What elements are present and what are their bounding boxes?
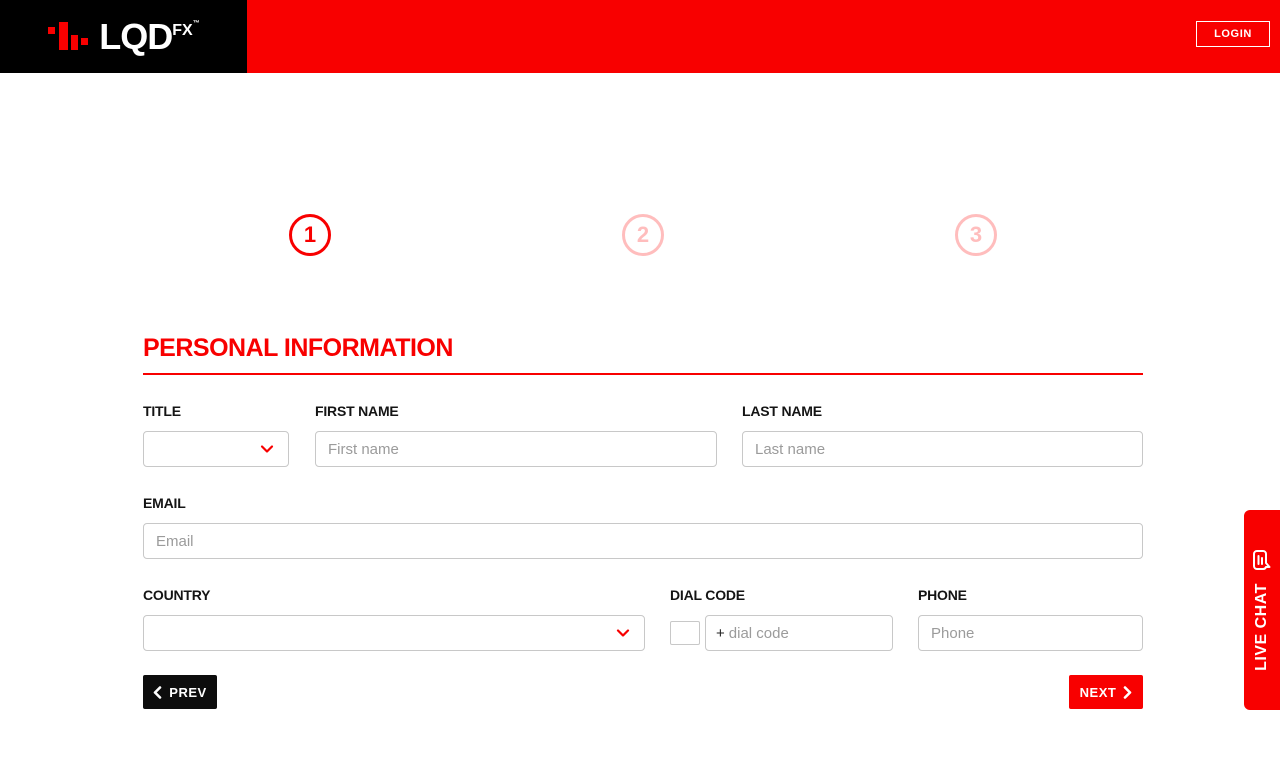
step-indicator-1: 1 <box>289 214 331 256</box>
header-bar: LOGIN <box>247 0 1280 73</box>
chevron-down-icon <box>614 624 632 642</box>
dial-code-input[interactable] <box>728 624 882 642</box>
email-label: EMAIL <box>143 495 186 511</box>
live-chat-tab[interactable]: LIVE CHAT <box>1244 510 1280 710</box>
step-indicator-3: 3 <box>955 214 997 256</box>
chevron-right-icon <box>1123 685 1132 699</box>
chevron-down-icon <box>258 440 276 458</box>
page-title: PERSONAL INFORMATION <box>143 334 1143 375</box>
country-flag-box <box>670 621 700 645</box>
chat-bubble-icon <box>1251 549 1273 571</box>
last-name-label: LAST NAME <box>742 403 822 419</box>
live-chat-label: LIVE CHAT <box>1253 583 1270 671</box>
next-button[interactable]: NEXT <box>1069 675 1143 709</box>
dial-code-field[interactable]: + <box>705 615 893 651</box>
next-button-label: NEXT <box>1079 684 1117 700</box>
first-name-label: FIRST NAME <box>315 403 399 419</box>
country-label: COUNTRY <box>143 587 211 603</box>
chevron-left-icon <box>153 685 162 699</box>
email-input[interactable] <box>143 523 1143 559</box>
step-indicator-2: 2 <box>622 214 664 256</box>
title-select[interactable] <box>143 431 289 467</box>
phone-input[interactable] <box>918 615 1143 651</box>
prev-button-label: PREV <box>169 684 207 700</box>
phone-label: PHONE <box>918 587 967 603</box>
logo-text: LQDFX™ <box>99 15 199 57</box>
country-select[interactable] <box>143 615 645 651</box>
last-name-input[interactable] <box>742 431 1143 467</box>
brand-logo[interactable]: LQDFX™ <box>0 0 247 73</box>
dial-code-label: DIAL CODE <box>670 587 745 603</box>
login-button[interactable]: LOGIN <box>1196 21 1270 47</box>
first-name-input[interactable] <box>315 431 717 467</box>
prev-button[interactable]: PREV <box>143 675 217 709</box>
title-label: TITLE <box>143 403 181 419</box>
candlestick-logo-icon <box>48 21 90 52</box>
dial-code-prefix: + <box>716 624 725 642</box>
